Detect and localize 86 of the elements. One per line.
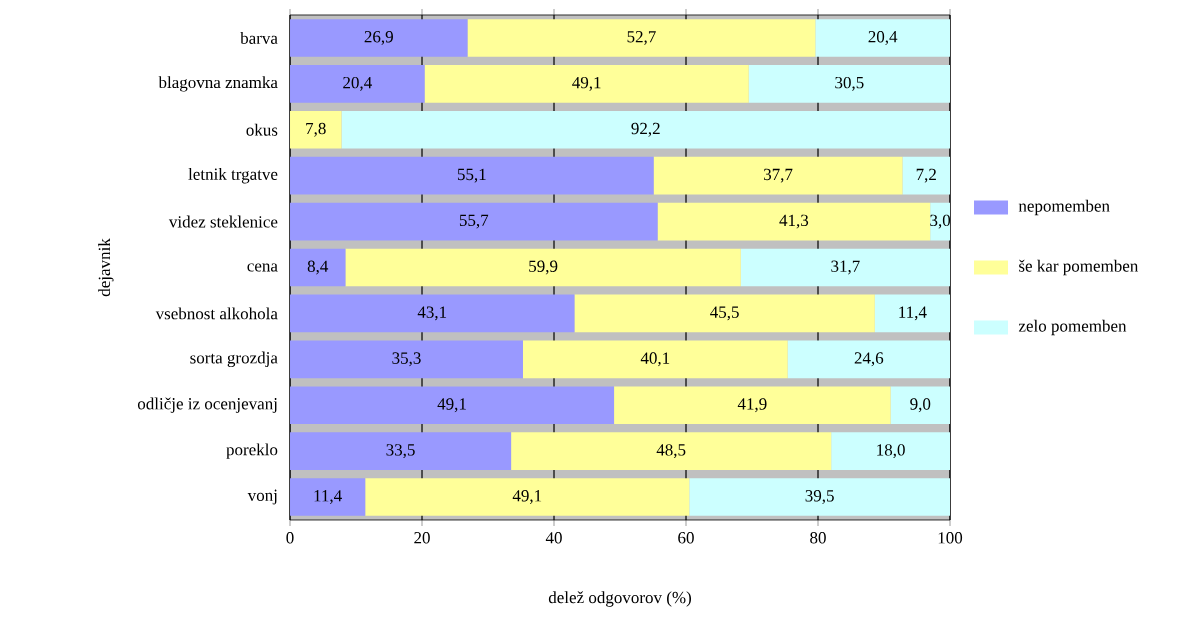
- data-label: 55,1: [457, 168, 486, 183]
- y-tick-label: poreklo: [226, 443, 278, 459]
- data-label: 11,4: [314, 490, 342, 504]
- bar: [522, 340, 788, 379]
- bar: [290, 156, 654, 195]
- bar: [290, 478, 366, 516]
- data-label: 31,7: [831, 260, 860, 275]
- data-label: 37,7: [764, 168, 793, 183]
- y-tick-label: vsebnost alkohola: [155, 307, 278, 320]
- data-label: 49,1: [512, 490, 542, 504]
- bar: [574, 294, 875, 333]
- bar: [424, 65, 749, 103]
- bar: [689, 478, 950, 516]
- data-label: 41,3: [779, 214, 809, 229]
- data-label: 39,5: [805, 490, 834, 504]
- bar: [787, 340, 950, 379]
- bar: [290, 19, 468, 57]
- x-tick-label: 40: [545, 532, 562, 544]
- bar: [831, 432, 950, 470]
- data-label: 20,4: [343, 76, 372, 91]
- bar: [657, 202, 931, 241]
- x-axis-title: delež odgovorov (%): [548, 591, 692, 607]
- legend-label: še kar pomemben: [1019, 259, 1139, 276]
- data-label: 45,5: [710, 306, 739, 321]
- y-tick-label: odličje iz ocenjevanj: [137, 397, 277, 413]
- data-label: 49,1: [572, 76, 601, 91]
- data-label: 26,9: [364, 31, 393, 45]
- data-label: 3,0: [930, 214, 951, 229]
- x-tick-label: 60: [678, 532, 694, 544]
- bar: [290, 110, 342, 149]
- data-label: 43,1: [417, 306, 447, 321]
- data-label: 33,5: [386, 444, 415, 459]
- y-tick-label: sorta grozdja: [190, 351, 278, 368]
- bar: [890, 386, 950, 425]
- bar: [345, 248, 741, 287]
- bar: [748, 65, 950, 103]
- x-tick-label: 100: [938, 532, 963, 544]
- bar: [653, 156, 903, 195]
- y-tick-label: okus: [246, 123, 278, 136]
- bar: [365, 478, 690, 516]
- data-label: 30,5: [835, 76, 864, 91]
- bar: [290, 248, 346, 287]
- data-label: 7,8: [306, 122, 326, 137]
- bar: [290, 340, 523, 379]
- data-label: 11,4: [899, 306, 927, 321]
- y-tick-label: letnik trgatve: [188, 167, 278, 184]
- data-label: 52,7: [627, 31, 656, 45]
- y-tick-label: vonj: [247, 489, 277, 505]
- data-label: 49,1: [437, 398, 466, 413]
- bar: [614, 386, 891, 425]
- bar: [902, 156, 950, 195]
- x-tick-label: 0: [286, 532, 294, 544]
- y-tick-label: blagovna znamka: [158, 76, 278, 92]
- data-label: 7,2: [916, 168, 936, 183]
- data-label: 9,0: [910, 398, 931, 413]
- bar: [290, 202, 658, 241]
- bar: [511, 432, 832, 470]
- bar: [341, 110, 950, 149]
- data-label: 55,7: [459, 214, 489, 229]
- data-label: 8,4: [307, 260, 329, 275]
- data-label: 92,2: [631, 122, 660, 137]
- bar: [290, 386, 615, 425]
- bar: [740, 248, 950, 287]
- data-label: 35,3: [392, 352, 421, 367]
- data-label: 59,9: [529, 260, 558, 275]
- bar: [290, 65, 425, 103]
- legend-label: nepomemben: [1018, 199, 1110, 216]
- data-label: 48,5: [656, 444, 686, 459]
- y-axis-title: dejavnik: [98, 238, 114, 297]
- bar: [467, 19, 816, 57]
- y-tick-label: videz steklenice: [168, 215, 278, 228]
- y-tick-label: cena: [247, 263, 278, 272]
- bar: [290, 432, 512, 470]
- bar: [874, 294, 950, 333]
- bar: [815, 19, 950, 57]
- bar: [930, 202, 950, 241]
- y-tick-label: barva: [240, 31, 278, 44]
- data-label: 20,4: [868, 30, 898, 45]
- data-label: 18,0: [877, 444, 905, 459]
- data-label: 24,6: [854, 352, 884, 367]
- data-label: 41,9: [737, 398, 767, 413]
- bar: [290, 294, 575, 333]
- data-label: 40,1: [640, 352, 670, 367]
- legend-label: zelo pomemben: [1018, 319, 1127, 336]
- x-tick-label: 20: [414, 532, 430, 544]
- x-tick-label: 80: [810, 532, 826, 544]
